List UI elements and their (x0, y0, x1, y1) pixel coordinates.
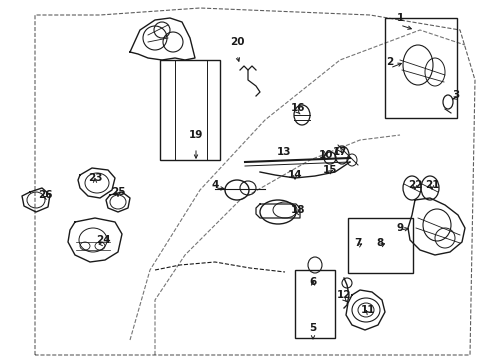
Text: 11: 11 (360, 305, 374, 315)
Text: 16: 16 (290, 103, 305, 113)
Text: 1: 1 (396, 13, 403, 23)
Text: 18: 18 (290, 205, 305, 215)
Text: 22: 22 (407, 180, 421, 190)
Text: 5: 5 (309, 323, 316, 333)
Text: 23: 23 (87, 173, 102, 183)
Text: 4: 4 (211, 180, 218, 190)
Text: 12: 12 (336, 290, 350, 300)
Text: 26: 26 (38, 190, 52, 200)
Ellipse shape (351, 298, 379, 322)
Text: 9: 9 (396, 223, 403, 233)
Text: 20: 20 (229, 37, 244, 47)
Bar (347, 218, 412, 273)
Text: 14: 14 (287, 170, 302, 180)
Text: 24: 24 (96, 235, 110, 245)
Text: 15: 15 (322, 165, 337, 175)
Bar (294, 270, 334, 338)
Text: 10: 10 (318, 150, 332, 160)
Text: 25: 25 (110, 187, 125, 197)
Text: 6: 6 (309, 277, 316, 287)
Text: 13: 13 (276, 147, 291, 157)
Bar (160, 60, 220, 160)
Text: 17: 17 (332, 147, 346, 157)
Text: 3: 3 (451, 90, 459, 100)
Bar (384, 18, 456, 118)
Text: 8: 8 (376, 238, 383, 248)
Text: 19: 19 (188, 130, 203, 140)
Text: 7: 7 (354, 238, 361, 248)
Text: 2: 2 (386, 57, 393, 67)
Text: 21: 21 (424, 180, 438, 190)
